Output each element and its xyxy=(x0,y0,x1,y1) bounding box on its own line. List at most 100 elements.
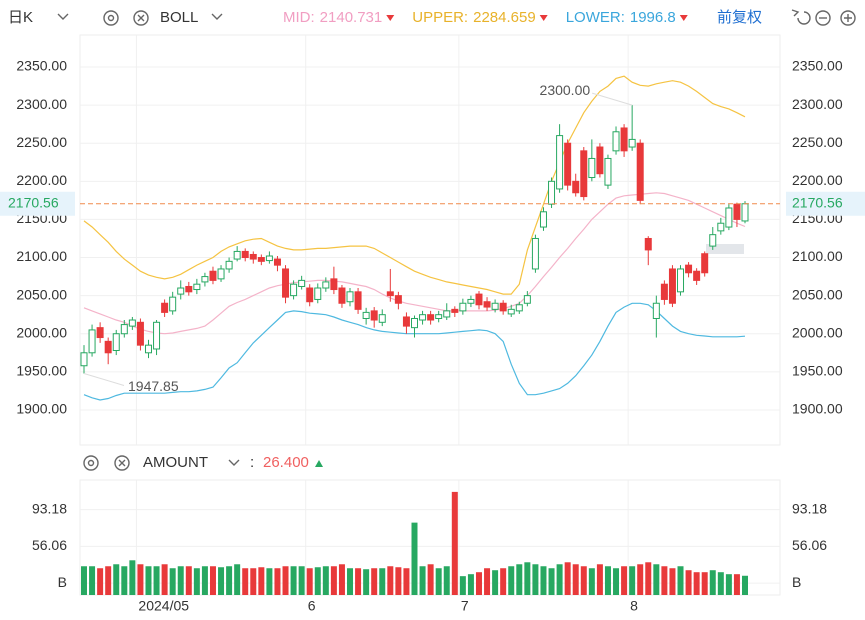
y-tick-label-right: 2250.00 xyxy=(792,134,843,150)
adjust-button[interactable]: 前复权 xyxy=(717,8,762,26)
candle-body xyxy=(451,308,459,313)
volume-bar xyxy=(363,569,370,595)
volume-bar xyxy=(282,566,289,595)
main-pane xyxy=(79,34,781,446)
volume-bar xyxy=(81,566,87,595)
candle-body xyxy=(96,327,104,339)
volume-bar xyxy=(121,566,128,595)
candle-body xyxy=(233,250,241,260)
candle-body xyxy=(144,344,152,354)
volume-dropdown[interactable] xyxy=(228,459,240,466)
candle-body xyxy=(564,142,572,186)
candle-body xyxy=(314,287,322,300)
y-tick-label-left: 1950.00 xyxy=(16,363,67,379)
candle-body xyxy=(136,321,144,346)
volume-bar xyxy=(459,576,466,595)
volume-bar xyxy=(492,570,499,595)
candle-body xyxy=(411,317,418,329)
candle-body xyxy=(394,295,402,304)
candle-body xyxy=(604,157,612,186)
volume-bar xyxy=(653,564,660,595)
zoom-out[interactable] xyxy=(815,10,831,26)
volume-close-icon[interactable] xyxy=(114,455,130,471)
volume-bar xyxy=(347,568,354,595)
volume-bar xyxy=(693,572,700,595)
volume-bar xyxy=(234,564,241,595)
candle-body xyxy=(378,314,386,323)
candle-body xyxy=(548,180,556,205)
volume-bar xyxy=(322,566,329,595)
volume-bar xyxy=(258,567,265,595)
candle-body xyxy=(386,291,394,297)
volume-bar xyxy=(588,568,595,595)
y-tick-label-left: 2250.00 xyxy=(16,134,67,150)
volume-bar xyxy=(629,566,636,595)
legend-name: LOWER: xyxy=(566,9,625,26)
candle-body xyxy=(354,291,362,310)
volume-bar xyxy=(484,568,491,595)
candle-body xyxy=(419,314,427,321)
volume-bar xyxy=(161,564,168,595)
zoom-in[interactable] xyxy=(840,10,856,26)
volume-bar xyxy=(604,566,611,595)
y-tick-label-left: 2200.00 xyxy=(16,172,67,188)
y-tick-label-left: 2350.00 xyxy=(16,58,67,74)
candle-body xyxy=(717,222,725,232)
candle-body xyxy=(88,329,96,354)
volume-bar xyxy=(242,568,249,595)
candle-body xyxy=(153,321,161,350)
indicator-dropdown[interactable] xyxy=(211,13,223,20)
candle-body xyxy=(306,287,314,303)
last-price-bg-right xyxy=(786,191,865,216)
candle-body xyxy=(523,295,531,304)
close-icon[interactable] xyxy=(133,10,149,26)
candle-body xyxy=(733,203,741,220)
volume-bar xyxy=(89,566,96,595)
volume-bar xyxy=(451,491,458,595)
legend-name: UPPER: xyxy=(412,9,468,26)
volume-bar xyxy=(201,566,208,595)
y-tick-label-right: 2000.00 xyxy=(792,324,843,340)
volume-tick-label-left: B xyxy=(58,574,67,590)
candle-body xyxy=(330,278,338,291)
candle-body xyxy=(515,304,523,312)
candle-body xyxy=(459,302,467,312)
volume-bar xyxy=(637,564,644,595)
candle-body xyxy=(209,270,217,281)
reset-icon[interactable] xyxy=(791,9,811,25)
volume-settings-icon[interactable] xyxy=(83,455,99,471)
candle-body xyxy=(556,135,564,190)
volume-bar xyxy=(330,566,337,595)
candle-body xyxy=(346,291,354,303)
candle-body xyxy=(273,258,281,266)
y-tick-label-right: 2050.00 xyxy=(792,286,843,302)
volume-bar xyxy=(274,568,281,595)
candle-body xyxy=(435,314,443,319)
volume-bar xyxy=(129,560,136,595)
volume-bar xyxy=(338,564,345,595)
settings-icon[interactable] xyxy=(103,10,119,26)
last-price-label-right: 2170.56 xyxy=(792,194,843,210)
volume-bar xyxy=(564,562,571,595)
volume-bar xyxy=(218,567,225,595)
period-dropdown[interactable] xyxy=(57,13,69,20)
x-tick-label: 8 xyxy=(630,598,638,614)
candle-body xyxy=(201,276,209,283)
candle-body xyxy=(185,285,193,293)
indicator[interactable]: BOLL xyxy=(160,9,198,26)
volume-bar xyxy=(572,564,579,595)
candle-body xyxy=(104,340,112,354)
candle-body xyxy=(120,324,128,335)
max-pointer xyxy=(592,92,633,106)
volume-tick-label-left: 93.18 xyxy=(32,500,67,516)
candle-body xyxy=(677,268,685,293)
candle-body xyxy=(725,207,733,228)
volume-bar xyxy=(371,568,378,595)
volume-bar xyxy=(596,564,603,595)
candle-body xyxy=(112,333,120,352)
period[interactable]: 日K xyxy=(8,9,33,26)
volume-bar xyxy=(411,522,418,595)
volume-bar xyxy=(137,564,144,595)
min-pointer xyxy=(83,372,125,386)
volume-bar xyxy=(226,566,233,595)
